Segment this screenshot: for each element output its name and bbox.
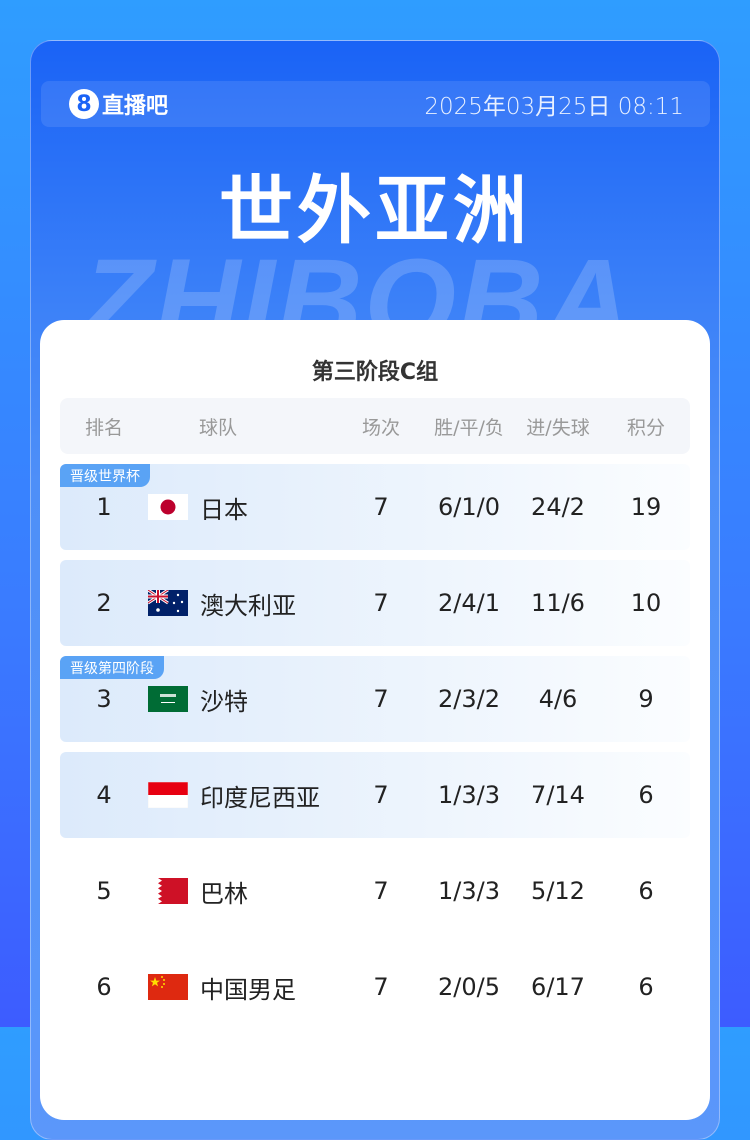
goals: 11/6 — [531, 589, 585, 617]
table-row: 晋级第四阶段 3 沙特 7 2/3/2 4/6 9 — [60, 656, 690, 742]
rank: 5 — [96, 877, 112, 905]
win-draw-loss: 2/4/1 — [438, 589, 500, 617]
team-name: 澳大利亚 — [200, 591, 296, 620]
qualification-badge: 晋级第四阶段 — [60, 656, 164, 679]
logo: 8 直播吧 — [69, 88, 168, 120]
logo-icon: 8 — [69, 89, 99, 119]
table-row: 2 澳大利亚 7 2/4/1 11/6 10 — [60, 560, 690, 646]
points: 6 — [638, 877, 654, 905]
goals: 24/2 — [531, 493, 585, 521]
rank: 4 — [96, 781, 112, 809]
team-name: 巴林 — [200, 879, 248, 908]
table-row: 4 印度尼西亚 7 1/3/3 7/14 6 — [60, 752, 690, 838]
col-team: 球队 — [198, 416, 238, 439]
points: 6 — [638, 973, 654, 1001]
china-flag-icon — [148, 974, 188, 1000]
col-rank: 排名 — [84, 416, 124, 439]
col-goals: 进/失球 — [526, 416, 590, 439]
points: 6 — [638, 781, 654, 809]
win-draw-loss: 1/3/3 — [438, 781, 500, 809]
win-draw-loss: 1/3/3 — [438, 877, 500, 905]
australia-flag-icon — [147, 588, 188, 616]
goals: 5/12 — [531, 877, 585, 905]
col-wdl: 胜/平/负 — [434, 416, 504, 439]
win-draw-loss: 2/3/2 — [438, 685, 500, 713]
indonesia-flag-icon — [147, 781, 189, 809]
col-points: 积分 — [626, 416, 666, 439]
rank: 3 — [96, 685, 112, 713]
games: 7 — [373, 877, 389, 905]
page-title: 世外亚洲 — [219, 168, 531, 254]
table-row: 晋级世界杯 1 日本 7 6/1/0 24/2 19 — [60, 464, 690, 550]
group-title: 第三阶段C组 — [311, 360, 439, 385]
bahrain-flag-icon — [148, 878, 188, 904]
logo-text: 直播吧 — [102, 94, 169, 119]
games: 7 — [373, 589, 389, 617]
team-name: 印度尼西亚 — [200, 783, 320, 812]
datetime: 2025年03月25日 08:11 — [424, 94, 684, 120]
table-header: 排名 球队 场次 胜/平/负 进/失球 积分 — [60, 398, 690, 454]
team-name: 沙特 — [200, 687, 248, 716]
japan-flag-icon — [148, 494, 188, 520]
win-draw-loss: 6/1/0 — [438, 493, 500, 521]
col-games: 场次 — [361, 416, 401, 439]
standings-card: 第三阶段C组 排名 球队 场次 胜/平/负 进/失球 积分 晋级世界杯 1 日本 … — [40, 320, 710, 1120]
table-row: 5 巴林 7 1/3/3 5/12 6 — [60, 848, 690, 934]
win-draw-loss: 2/0/5 — [438, 973, 500, 1001]
goals: 6/17 — [531, 973, 585, 1001]
qualification-badge: 晋级世界杯 — [60, 464, 150, 487]
points: 9 — [638, 685, 654, 713]
saudi-flag-icon — [148, 686, 188, 712]
rank: 1 — [96, 493, 112, 521]
goals: 4/6 — [538, 685, 578, 713]
games: 7 — [373, 685, 389, 713]
rank: 6 — [96, 973, 112, 1001]
games: 7 — [373, 973, 389, 1001]
rank: 2 — [96, 589, 112, 617]
points: 10 — [630, 589, 662, 617]
goals: 7/14 — [531, 781, 585, 809]
team-name: 日本 — [200, 495, 248, 524]
team-name: 中国男足 — [200, 975, 296, 1004]
points: 19 — [630, 493, 662, 521]
games: 7 — [373, 493, 389, 521]
top-bar: 8 直播吧 2025年03月25日 08:11 — [41, 81, 710, 127]
games: 7 — [373, 781, 389, 809]
table-row: 6 中国男足 7 2/0/5 6/17 6 — [60, 944, 690, 1030]
